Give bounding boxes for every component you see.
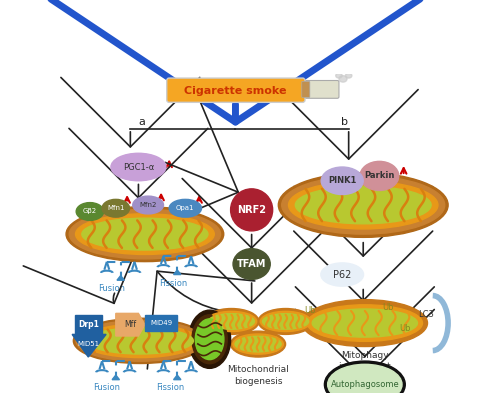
Text: Opa1: Opa1 (176, 205, 195, 211)
Ellipse shape (74, 318, 207, 364)
Ellipse shape (169, 199, 202, 217)
Text: Mfn1: Mfn1 (107, 205, 124, 211)
Text: TFAM: TFAM (237, 259, 266, 269)
Text: MiD51: MiD51 (77, 341, 100, 347)
Polygon shape (116, 313, 145, 336)
Ellipse shape (192, 315, 227, 364)
Text: P62: P62 (333, 269, 351, 280)
Ellipse shape (111, 153, 166, 181)
Ellipse shape (307, 305, 422, 341)
Ellipse shape (312, 309, 418, 337)
Ellipse shape (258, 309, 313, 335)
Text: LC3: LC3 (418, 310, 434, 319)
Text: Mitochondrial
biogenesis: Mitochondrial biogenesis (227, 365, 289, 386)
Ellipse shape (360, 162, 399, 190)
Polygon shape (174, 270, 181, 275)
Text: Mff: Mff (124, 320, 136, 329)
Text: Ub: Ub (382, 303, 394, 312)
Ellipse shape (76, 214, 214, 255)
Ellipse shape (233, 249, 270, 279)
Polygon shape (76, 315, 102, 335)
Ellipse shape (278, 173, 448, 237)
Text: PINK1: PINK1 (328, 176, 356, 185)
Ellipse shape (235, 336, 281, 352)
Ellipse shape (102, 199, 130, 217)
Ellipse shape (296, 186, 431, 224)
Ellipse shape (133, 196, 164, 214)
Text: Drp1: Drp1 (78, 320, 98, 329)
Ellipse shape (76, 320, 204, 361)
Text: Cigarette smoke: Cigarette smoke (184, 86, 286, 96)
Polygon shape (112, 375, 120, 380)
Ellipse shape (260, 311, 311, 331)
Ellipse shape (69, 209, 220, 259)
Ellipse shape (206, 311, 256, 331)
Text: Fusion: Fusion (93, 383, 120, 392)
Polygon shape (72, 335, 106, 357)
Ellipse shape (346, 73, 352, 78)
Ellipse shape (321, 263, 363, 286)
Text: Autophagosome: Autophagosome (330, 380, 399, 389)
Ellipse shape (288, 181, 438, 229)
Text: Fission: Fission (158, 279, 187, 288)
Ellipse shape (262, 314, 308, 329)
Ellipse shape (76, 203, 104, 220)
Ellipse shape (339, 76, 347, 82)
Text: Ub: Ub (399, 324, 410, 333)
Ellipse shape (82, 218, 208, 250)
Text: b: b (340, 117, 347, 127)
Ellipse shape (336, 73, 342, 78)
Text: Ub: Ub (304, 307, 316, 315)
FancyBboxPatch shape (166, 78, 305, 102)
Text: Gβ2: Gβ2 (83, 208, 97, 214)
Ellipse shape (324, 361, 406, 394)
Text: Mitophagy
impairment: Mitophagy impairment (338, 351, 391, 372)
Text: Parkin: Parkin (364, 171, 394, 180)
Ellipse shape (230, 189, 272, 231)
Ellipse shape (282, 176, 444, 234)
Polygon shape (174, 375, 181, 380)
Text: MiD49: MiD49 (150, 320, 172, 326)
Polygon shape (117, 276, 124, 280)
Text: a: a (138, 117, 145, 127)
Ellipse shape (302, 299, 428, 346)
Ellipse shape (82, 324, 199, 358)
Text: PGC1-α: PGC1-α (123, 162, 154, 171)
FancyBboxPatch shape (302, 81, 310, 97)
Ellipse shape (86, 328, 194, 354)
Text: Mfn2: Mfn2 (140, 202, 157, 208)
Text: Fusion: Fusion (98, 284, 125, 293)
Ellipse shape (188, 310, 230, 368)
Text: Fission: Fission (156, 383, 184, 392)
Ellipse shape (204, 309, 259, 335)
Ellipse shape (321, 167, 363, 195)
Ellipse shape (196, 319, 224, 360)
Ellipse shape (233, 334, 283, 354)
Ellipse shape (208, 314, 254, 329)
Ellipse shape (328, 364, 402, 394)
Text: NRF2: NRF2 (237, 205, 266, 215)
FancyBboxPatch shape (304, 80, 339, 98)
Ellipse shape (66, 206, 224, 262)
Polygon shape (145, 315, 177, 331)
Ellipse shape (230, 331, 285, 357)
